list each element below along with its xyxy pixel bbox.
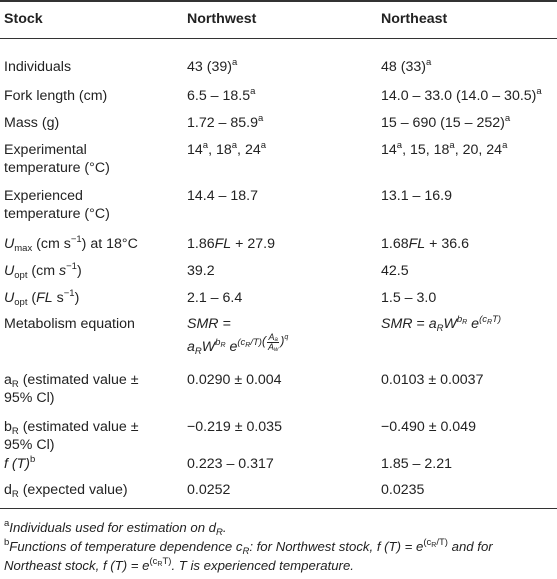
- row-label: aR (estimated value ±95% Cl): [4, 372, 139, 406]
- header-northeast: Northeast: [381, 11, 448, 27]
- header-stock: Stock: [4, 11, 43, 27]
- northeast-value: 1.68FL + 36.6: [381, 236, 469, 252]
- northwest-value: 0.223 – 0.317: [187, 456, 274, 472]
- northeast-value: 1.85 – 2.21: [381, 456, 452, 472]
- northeast-equation: SMR = aRWbR e(cRT): [381, 314, 502, 334]
- northeast-value: −0.490 ± 0.049: [381, 419, 476, 435]
- row-label: dR (expected value): [4, 482, 128, 500]
- footnote-a: aIndividuals used for estimation on dR.: [4, 518, 227, 538]
- northeast-value: 13.1 – 16.9: [381, 188, 452, 204]
- northeast-value: 42.5: [381, 263, 409, 279]
- northeast-value: 15 – 690 (15 – 252)a: [381, 113, 511, 131]
- northeast-value: 14a, 15, 18a, 20, 24a: [381, 140, 508, 158]
- area-ratio-fraction: Aa Aw: [266, 332, 280, 353]
- row-label: bR (estimated value ±95% Cl): [4, 419, 139, 453]
- header-northwest: Northwest: [187, 11, 257, 27]
- row-label: f (T)b: [4, 454, 36, 472]
- header-rule: [0, 38, 557, 39]
- row-label: Uopt (cm s−1): [4, 261, 82, 281]
- northwest-value: 6.5 – 18.5a: [187, 86, 256, 104]
- row-label: Experienced temperature (°C): [4, 188, 110, 222]
- northwest-value: 1.86FL + 27.9: [187, 236, 275, 252]
- northwest-value: 43 (39)a: [187, 57, 238, 75]
- row-label: Umax (cm s−1) at 18°C: [4, 234, 138, 254]
- northeast-value: 1.5 – 3.0: [381, 290, 437, 306]
- northwest-value: 14a, 18a, 24a: [187, 140, 267, 158]
- row-label: Individuals: [4, 59, 72, 75]
- northwest-value: −0.219 ± 0.035: [187, 419, 282, 435]
- northwest-value: 1.72 – 85.9a: [187, 113, 264, 131]
- northwest-equation: SMR = aRWbR e(cR/T)(Aa Aw)q: [187, 316, 289, 358]
- northwest-value: 0.0290 ± 0.004: [187, 372, 282, 388]
- table-top-rule: [0, 0, 557, 2]
- footnote-b: bFunctions of temperature dependence cR:…: [4, 537, 493, 573]
- table-bottom-rule: [0, 508, 557, 509]
- northeast-value: 48 (33)a: [381, 57, 432, 75]
- table-footnotes: aIndividuals used for estimation on dR. …: [4, 518, 556, 575]
- northwest-value: 2.1 – 6.4: [187, 290, 243, 306]
- northwest-value: 14.4 – 18.7: [187, 188, 258, 204]
- row-label: Experimental temperature (°C): [4, 142, 110, 176]
- northeast-value: 0.0103 ± 0.0037: [381, 372, 484, 388]
- row-label: Fork length (cm): [4, 88, 108, 104]
- northwest-value: 0.0252: [187, 482, 231, 498]
- row-label: Metabolism equation: [4, 316, 135, 332]
- row-label: Mass (g): [4, 115, 60, 131]
- northwest-value: 39.2: [187, 263, 215, 279]
- northeast-value: 14.0 – 33.0 (14.0 – 30.5)a: [381, 86, 542, 104]
- row-label: Uopt (FL s−1): [4, 288, 80, 308]
- northeast-value: 0.0235: [381, 482, 425, 498]
